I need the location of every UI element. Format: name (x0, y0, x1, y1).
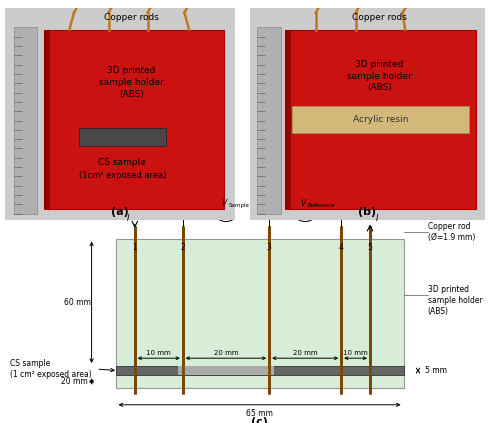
Text: (a): (a) (111, 207, 129, 217)
Text: 20 mm: 20 mm (214, 350, 238, 356)
Text: 3: 3 (267, 243, 272, 252)
Text: V: V (300, 199, 306, 208)
Bar (44, 30, 50, 209)
Text: (1cm² exposed area): (1cm² exposed area) (78, 171, 166, 180)
Bar (285, 30, 291, 209)
Text: CS sample
(1 cm² exposed area): CS sample (1 cm² exposed area) (10, 359, 92, 379)
Text: I: I (126, 214, 129, 223)
Text: 3D printed
sample holder
(ABS): 3D printed sample holder (ABS) (99, 66, 164, 99)
Text: (b): (b) (358, 207, 376, 217)
Text: 10 mm: 10 mm (146, 350, 171, 356)
Text: Sample: Sample (228, 203, 250, 208)
Text: CS sample: CS sample (98, 158, 146, 168)
Bar (116, 239, 404, 388)
Text: 60 mm: 60 mm (64, 298, 90, 307)
Bar (116, 366, 404, 375)
Text: 20 mm: 20 mm (293, 350, 318, 356)
Text: 3D printed
sample holder
(ABS): 3D printed sample holder (ABS) (428, 285, 482, 316)
Text: Reference: Reference (308, 203, 335, 208)
Bar (292, 106, 469, 133)
Text: Copper rod
(Ø=1.9 mm): Copper rod (Ø=1.9 mm) (428, 222, 475, 242)
Bar (44, 30, 224, 209)
Text: V: V (221, 199, 226, 208)
Bar (14, 27, 37, 214)
Text: Copper rods: Copper rods (352, 14, 406, 22)
Text: 2: 2 (180, 243, 185, 252)
Text: 5: 5 (368, 243, 372, 252)
Bar (285, 30, 476, 209)
Text: Acrylic resin: Acrylic resin (352, 115, 408, 124)
Text: 1: 1 (132, 243, 137, 252)
Text: 65 mm: 65 mm (246, 409, 273, 418)
Text: 3D printed
sample holder
(ABS): 3D printed sample holder (ABS) (347, 60, 412, 93)
Text: 20 mm: 20 mm (62, 377, 88, 386)
Bar (178, 366, 274, 375)
Text: I: I (376, 214, 378, 223)
Text: 10 mm: 10 mm (343, 350, 368, 356)
Text: Copper rods: Copper rods (104, 14, 159, 22)
Bar (257, 27, 280, 214)
Text: 4: 4 (339, 243, 344, 252)
Text: (c): (c) (251, 417, 268, 423)
Text: 5 mm: 5 mm (425, 366, 447, 375)
Bar (78, 128, 166, 146)
